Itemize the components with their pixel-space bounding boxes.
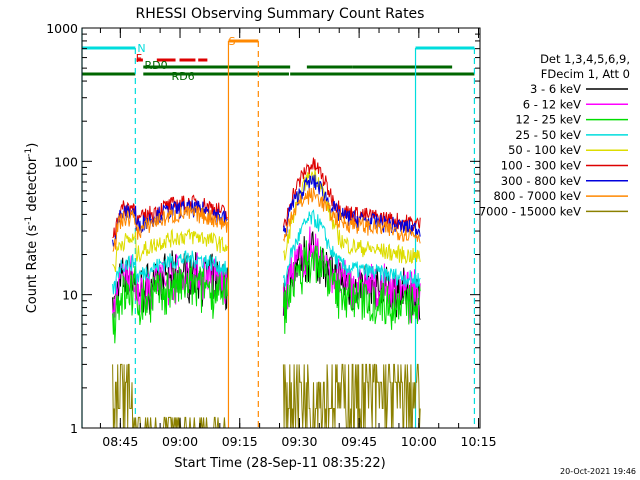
legend-entry-label: 7000 - 15000 keV	[479, 204, 581, 218]
series-line	[282, 240, 421, 334]
legend-entry-label: 12 - 25 keV	[515, 113, 581, 127]
x-tick-label: 09:00	[162, 434, 198, 449]
series-line	[112, 228, 228, 272]
series-100-300-kev	[112, 157, 421, 239]
y-label-part1: Count Rate (s	[25, 225, 40, 314]
series-800-7000-kev	[112, 187, 421, 252]
x-tick-label: 09:30	[281, 434, 317, 449]
plot-frame: 1 10 100 1000 08:45 09:00 09:15 09:30 09:45 10:00…	[46, 21, 496, 449]
series-line	[112, 265, 228, 344]
legend-entry-label: 50 - 100 keV	[508, 143, 581, 157]
x-tick-label: 10:15	[461, 434, 497, 449]
x-tick-label: 09:45	[341, 434, 377, 449]
legend-header-line2: FDecim 1, Att 0	[541, 67, 630, 81]
y-label-part2: detector	[25, 156, 40, 216]
series-line	[282, 157, 421, 232]
x-tick-label: 09:15	[222, 434, 258, 449]
series-25-50-kev	[112, 209, 421, 295]
legend: Det 1,3,4,5,6,9, FDecim 1, Att 0 3 - 6 k…	[479, 52, 630, 218]
legend-header-line1: Det 1,3,4,5,6,9,	[540, 52, 630, 66]
y-label-part3: )	[25, 143, 40, 148]
series-line	[282, 363, 421, 429]
y-axis-label: Count Rate (s-1 detector-1)	[24, 143, 40, 314]
series-line	[112, 204, 228, 252]
legend-entry-label: 3 - 6 keV	[530, 82, 581, 96]
y-tick-label: 100	[54, 154, 78, 169]
annotation-rd6: RD6	[172, 70, 195, 83]
legend-entry-label: 100 - 300 keV	[501, 159, 581, 173]
annotation-n: N	[137, 42, 145, 55]
legend-entry-label: 300 - 800 keV	[501, 174, 581, 188]
series-line	[282, 187, 421, 244]
series-12-25-kev	[112, 240, 421, 344]
y-label-sup1: -1	[24, 216, 34, 225]
series-line	[282, 209, 421, 289]
plot-border	[81, 27, 481, 429]
y-tick-label: 1000	[46, 21, 78, 36]
x-axis-label: Start Time (28-Sep-11 08:35:22)	[174, 456, 385, 471]
series-line	[112, 194, 228, 239]
series-line	[112, 250, 228, 295]
footer-timestamp: 20-Oct-2021 19:46	[560, 467, 636, 476]
y-tick-label: 1	[70, 421, 78, 436]
x-tick-label: 10:00	[401, 434, 437, 449]
y-label-sup2: -1	[24, 148, 34, 157]
series-line	[112, 200, 228, 247]
legend-entry-label: 6 - 12 keV	[523, 97, 581, 111]
x-tick-label: 08:45	[102, 434, 138, 449]
series-line	[282, 168, 421, 265]
chart-title: RHESSI Observing Summary Count Rates	[136, 6, 425, 22]
annotation-f: F	[136, 52, 142, 65]
mode-indicators	[82, 39, 475, 76]
annotation-rd0: RD0	[144, 59, 167, 72]
y-tick-label: 10	[62, 288, 78, 303]
series-50-100-kev	[112, 168, 421, 272]
annotation-s: S	[228, 35, 235, 48]
legend-entry-label: 800 - 7000 keV	[493, 189, 581, 203]
legend-entry-label: 25 - 50 keV	[515, 128, 581, 142]
